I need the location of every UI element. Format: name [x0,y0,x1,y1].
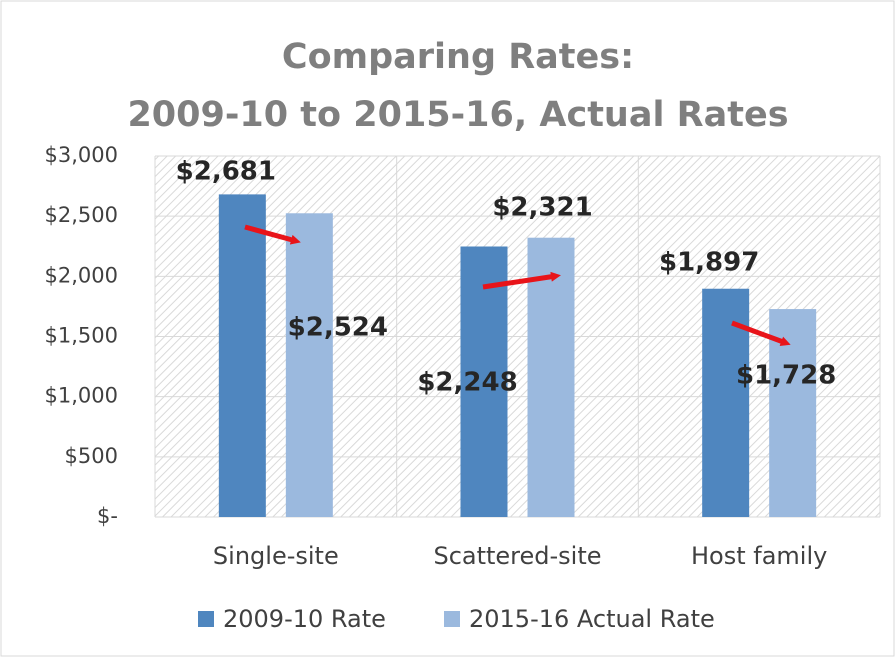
legend-swatch [444,611,460,627]
y-tick-label: $- [97,504,118,528]
data-label: $2,681 [176,157,276,187]
data-label: $2,524 [288,313,388,343]
chart-title: Comparing Rates: [282,37,634,77]
x-tick-label: Host family [691,542,827,570]
data-label: $1,897 [659,248,759,278]
bar [702,288,750,517]
chart-title: 2009-10 to 2015-16, Actual Rates [127,95,788,135]
legend-swatch [198,611,214,627]
bar [218,194,266,517]
bar [769,309,817,517]
arrow [244,224,301,245]
y-tick-label: $2,000 [45,263,118,287]
bar [527,237,575,517]
y-tick-label: $500 [65,444,118,468]
x-tick-label: Scattered-site [433,542,601,570]
legend-label: 2009-10 Rate [223,605,386,633]
arrow [731,320,791,346]
arrows [244,224,791,346]
bar [460,246,508,517]
arrow [482,271,561,290]
data-label: $1,728 [736,361,836,391]
data-label: $2,321 [492,193,592,223]
y-tick-label: $1,500 [45,324,118,348]
x-tick-label: Single-site [213,542,339,570]
y-tick-label: $3,000 [45,143,118,167]
legend-label: 2015-16 Actual Rate [469,605,715,633]
data-label: $2,248 [417,368,517,398]
y-tick-label: $1,000 [45,384,118,408]
bar [285,213,333,517]
y-tick-label: $2,500 [45,203,118,227]
